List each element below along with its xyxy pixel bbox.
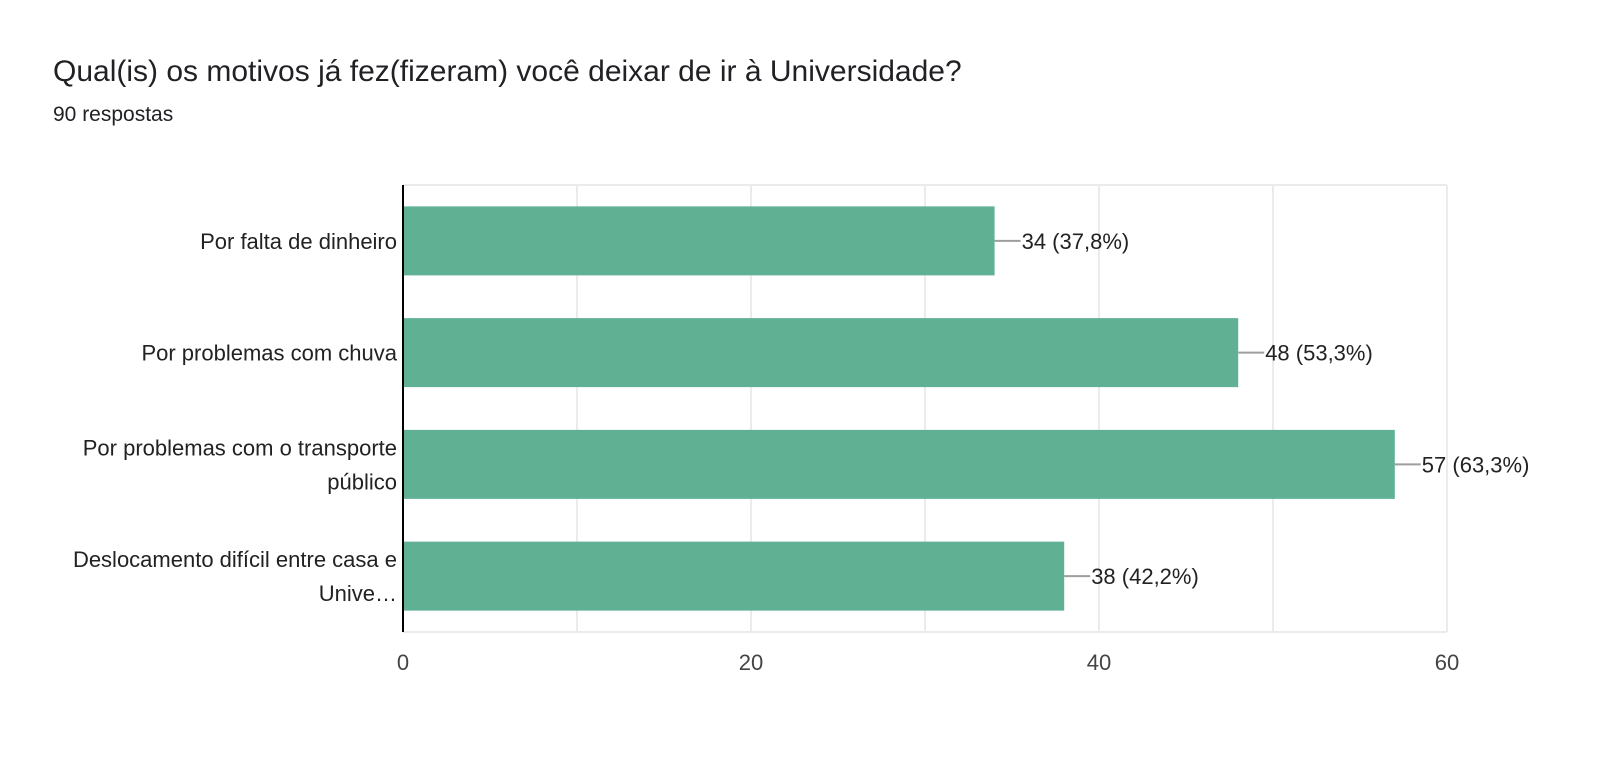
category-label: Unive… [319, 581, 397, 606]
bar [403, 318, 1239, 388]
value-label: 34 (37,8%) [1022, 229, 1130, 254]
chart-header: Qual(is) os motivos já fez(fizeram) você… [53, 55, 962, 127]
bar [403, 541, 1065, 611]
x-tick-label: 0 [397, 650, 409, 675]
x-tick-label: 20 [739, 650, 763, 675]
category-label: Por problemas com o transporte [83, 435, 397, 460]
chart-title: Qual(is) os motivos já fez(fizeram) você… [53, 55, 962, 88]
response-count: 90 respostas [53, 103, 174, 126]
value-label: 48 (53,3%) [1265, 341, 1373, 366]
category-label: público [327, 469, 397, 494]
x-tick-label: 60 [1435, 650, 1459, 675]
bar [403, 429, 1395, 499]
category-label: Deslocamento difícil entre casa e [73, 547, 397, 572]
category-label: Por problemas com chuva [141, 341, 397, 366]
value-label: 57 (63,3%) [1422, 452, 1530, 477]
value-label: 38 (42,2%) [1091, 564, 1199, 589]
bar [403, 206, 995, 276]
category-label: Por falta de dinheiro [200, 229, 397, 254]
x-tick-label: 40 [1087, 650, 1111, 675]
